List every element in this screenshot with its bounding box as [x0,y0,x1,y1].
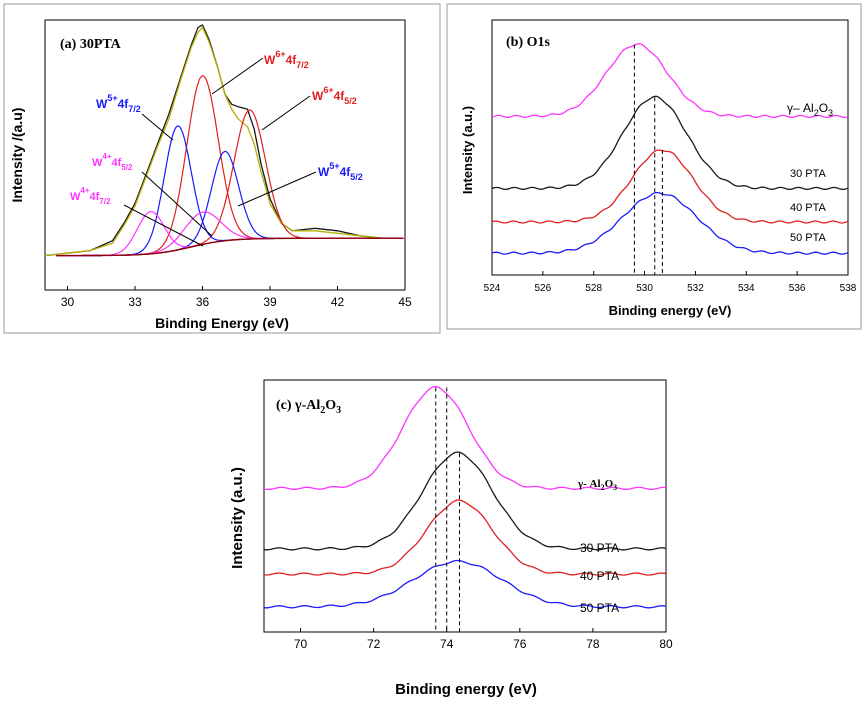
panel-a-xlabel: Binding Energy (eV) [155,315,289,331]
panel-c: 70 72 74 76 78 80 (c) γ-Al2O3 Binding energy … [229,379,673,698]
panel-b-axes-box [491,19,849,276]
panel-c-label-gamma: γ- Al2O3 [577,478,617,492]
x-tick-label: 532 [687,283,704,294]
series-line [263,385,667,491]
panel-b-x-ticks: 524 526 528 530 532 534 536 538 [484,271,857,294]
arrow-w4-4f52 [141,171,213,237]
panel-a-frame [3,3,441,334]
x-tick-label: 530 [636,283,653,294]
panel-a: 30 33 36 39 42 45 (a) 30PTA Binding Energy (e… [3,3,441,334]
panel-a-ylabel: Intensity /(a.u) [9,108,25,203]
x-tick-label: 538 [840,283,857,294]
panel-b-label-40pta: 40 PTA [790,202,827,214]
x-tick-label: 72 [367,637,381,651]
panel-c-label-30pta: 30 PTA [580,541,619,555]
panel-b-title: (b) O1s [506,35,551,50]
label-w6-4f72: W6+4f7/2 [264,49,309,70]
arrow-w5-4f72 [141,113,174,141]
label-w6-4f52: W6+4f5/2 [312,85,357,106]
label-w4-4f52: W4+4f5/2 [92,152,133,172]
series-line [263,451,667,551]
x-tick-label: 76 [513,637,527,651]
panel-b-frame [446,3,862,330]
x-tick-label: 74 [440,637,454,651]
panel-a-plot [44,24,405,257]
panel-a-arrows [123,57,317,247]
panel-a-x-ticks: 30 33 36 39 42 45 [61,286,412,309]
x-tick-label: 42 [331,295,345,309]
panel-c-label-40pta: 40 PTA [580,569,619,583]
series-envelope [44,26,405,257]
panel-c-label-50pta: 50 PTA [580,601,619,615]
x-tick-label: 528 [585,283,602,294]
panel-c-x-ticks: 70 72 74 76 78 80 [294,628,673,651]
series-line [263,499,667,576]
x-tick-label: 33 [128,295,142,309]
series-line [491,149,849,224]
x-tick-label: 526 [535,283,552,294]
panel-b-label-50pta: 50 PTA [790,232,827,244]
series-component-peak [56,125,405,257]
series-background [56,237,403,257]
x-tick-label: 534 [738,283,755,294]
x-tick-label: 524 [484,283,501,294]
x-tick-label: 45 [398,295,412,309]
x-tick-label: 70 [294,637,308,651]
arrow-w4-4f72 [123,204,204,247]
x-tick-label: 80 [659,637,673,651]
panel-c-axes-box [263,379,667,633]
arrow-w6-4f52 [261,95,311,131]
arrow-w6-4f72 [211,57,264,95]
panel-c-ylabel: Intensity (a.u.) [229,467,246,569]
panel-a-axes-box [44,19,406,291]
series-experimental [44,24,405,257]
label-w4-4f72: W4+4f7/2 [70,186,111,206]
arrow-w5-4f52 [237,171,317,207]
panel-c-xlabel: Binding energy (eV) [395,681,537,698]
label-w5-4f52: W5+4f5/2 [318,161,363,182]
x-tick-label: 39 [263,295,277,309]
panel-b: 524 526 528 530 532 534 536 538 (b) O1s Binding… [446,3,862,330]
panel-a-title: (a) 30PTA [60,37,122,52]
panel-c-title: (c) γ-Al2O3 [276,398,341,416]
panel-b-ylabel: Intensity (a.u.) [460,106,475,194]
label-w5-4f72: W5+4f7/2 [96,93,141,114]
panel-b-label-30pta: 30 PTA [790,168,827,180]
series-line [263,559,667,609]
panel-b-label-gamma: γ– Al2O3 [787,101,833,118]
series-line [491,43,849,119]
series-line [491,191,849,255]
series-line [491,95,849,191]
x-tick-label: 30 [61,295,75,309]
x-tick-label: 36 [196,295,210,309]
x-tick-label: 78 [586,637,600,651]
panel-b-plot [491,43,849,275]
panel-c-plot [263,385,667,632]
x-tick-label: 536 [789,283,806,294]
panel-b-xlabel: Binding energy (eV) [609,303,732,318]
